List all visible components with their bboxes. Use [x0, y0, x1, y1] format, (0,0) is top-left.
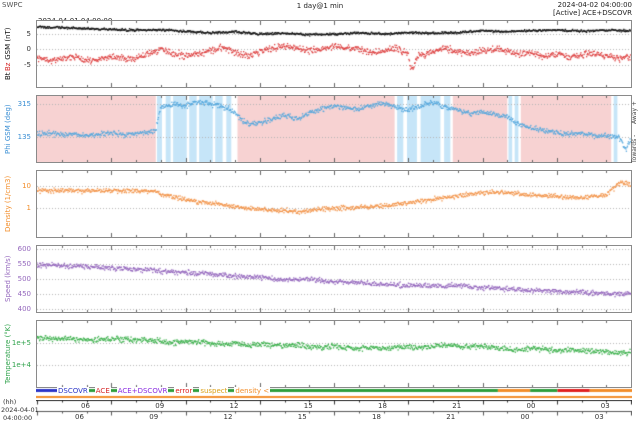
- ytick-density-10: 10: [22, 182, 31, 191]
- ylabel-part: Phi GSM (deg): [4, 104, 12, 154]
- ytick-temp-1e+4: 1e+4: [11, 361, 31, 369]
- ylabel-part: Bt: [4, 70, 12, 81]
- panel-phi: [36, 95, 632, 163]
- panel-density-canvas: [37, 171, 631, 237]
- ytick-phi-135: 135: [17, 133, 31, 142]
- panel-mag-canvas: [37, 21, 631, 87]
- xtick-row2-09: 09: [149, 413, 159, 421]
- xtick-row2-21: 21: [446, 413, 456, 421]
- ytick-speed-600: 600: [17, 245, 31, 253]
- end-datetime: 2024-04-02 04:00:00: [557, 1, 632, 9]
- xtick-row1-06: 06: [81, 402, 90, 410]
- ytick-phi-315: 315: [17, 100, 31, 109]
- ytick-speed-550: 550: [17, 260, 31, 268]
- panel-density: [36, 170, 632, 238]
- away-axis-label: Away +: [631, 101, 638, 125]
- xtick-row1-15: 15: [303, 402, 313, 410]
- time-axis: [36, 400, 632, 422]
- legend-item-dscovr: DSCOVR: [57, 387, 89, 395]
- axis-date-label: 2024-04-01: [1, 406, 39, 414]
- panel-speed-canvas: [37, 246, 631, 312]
- xtick-row2-06: 06: [75, 413, 84, 421]
- status-label: [Active] ACE+DSCOVR: [553, 9, 632, 17]
- xtick-row1-03: 03: [600, 402, 610, 410]
- ytick-speed-400: 400: [17, 305, 31, 313]
- ytick-mag-0: 0: [26, 45, 31, 54]
- panel-temp-canvas: [37, 321, 631, 387]
- ylabel-temp: Temperature (°K): [2, 320, 14, 388]
- ylabel-part: Temperature (°K): [4, 323, 12, 385]
- legend-item-density-: density <: [234, 387, 271, 395]
- xtick-row2-18: 18: [372, 413, 381, 421]
- ytick-mag--5: -5: [24, 61, 31, 69]
- legend-item-ace-dscovr: ACE+DSCOVR: [116, 387, 169, 395]
- xtick-row2-03: 03: [594, 413, 604, 421]
- legend: DSCOVR ACE ACE+DSCOVR error suspect density <: [57, 387, 271, 395]
- panel-temp: [36, 320, 632, 388]
- cadence-label: 1 day@1 min: [296, 2, 344, 10]
- legend-item-ace: ACE: [94, 387, 111, 395]
- ytick-density-1: 1: [26, 204, 31, 213]
- hours-unit-label: (hh): [3, 398, 17, 406]
- brand-label: SWPC: [2, 1, 23, 9]
- panel-phi-canvas: [37, 96, 631, 162]
- ytick-speed-450: 450: [17, 290, 31, 298]
- xtick-row1-09: 09: [155, 402, 165, 410]
- towards-axis-label: Towards -: [631, 134, 638, 164]
- xtick-row1-12: 12: [229, 402, 239, 410]
- header-right: 2024-04-02 04:00:00 [Active] ACE+DSCOVR: [553, 1, 632, 17]
- axis-time-label: 04:00:00: [3, 414, 33, 422]
- xtick-row1-18: 18: [378, 402, 387, 410]
- ytick-speed-500: 500: [17, 275, 31, 283]
- xtick-row2-00: 00: [520, 413, 530, 421]
- legend-item-suspect: suspect: [199, 387, 229, 395]
- legend-item-error: error: [174, 387, 194, 395]
- xtick-row2-15: 15: [297, 413, 307, 421]
- ytick-temp-1e+5: 1e+5: [11, 339, 31, 347]
- xtick-row1-21: 21: [452, 402, 462, 410]
- panel-mag: [36, 20, 632, 88]
- ytick-mag-5: 5: [26, 29, 31, 38]
- panel-speed: [36, 245, 632, 313]
- xtick-row2-12: 12: [223, 413, 233, 421]
- xtick-row1-00: 00: [526, 402, 536, 410]
